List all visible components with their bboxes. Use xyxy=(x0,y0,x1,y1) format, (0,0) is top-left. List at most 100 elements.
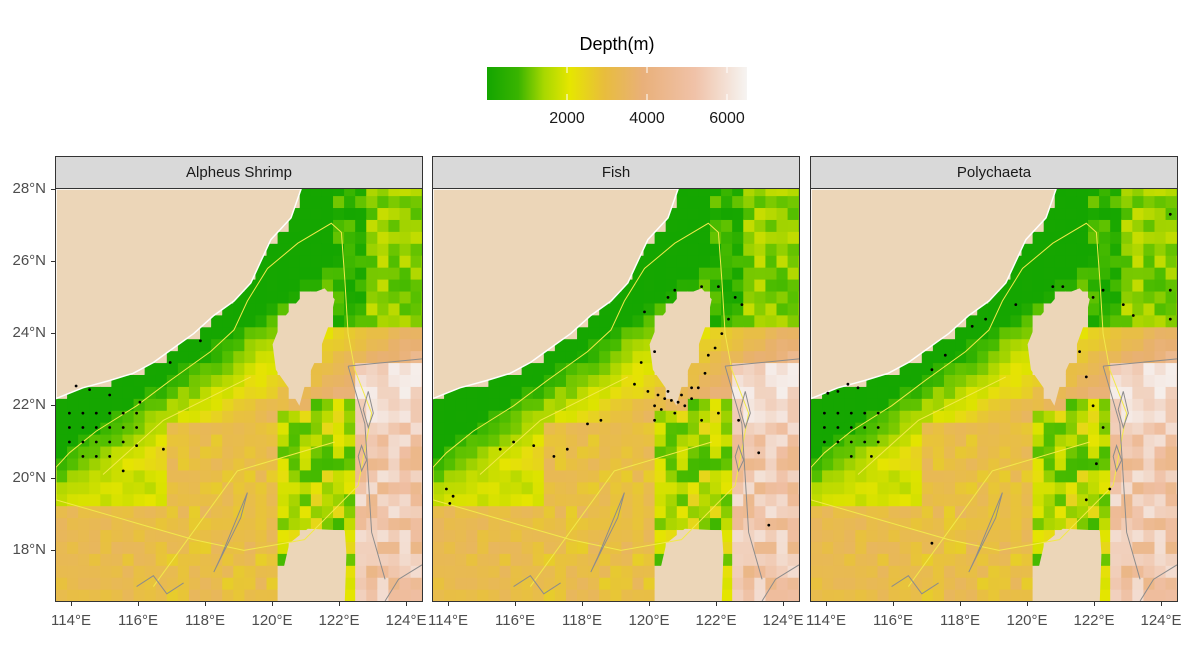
boundary-line xyxy=(479,376,712,587)
sample-point xyxy=(1051,285,1055,288)
sample-point xyxy=(121,469,125,473)
sample-point xyxy=(653,404,656,408)
colorbar-tick-6000: 6000 xyxy=(709,110,745,127)
sample-point xyxy=(451,494,455,498)
sample-point xyxy=(836,426,840,429)
sample-point xyxy=(1095,462,1098,466)
sample-point xyxy=(108,426,112,429)
sample-point xyxy=(717,285,720,288)
sample-point xyxy=(199,339,202,343)
sample-point xyxy=(68,440,71,444)
sample-point xyxy=(74,384,78,388)
sample-point xyxy=(135,444,138,447)
sample-point xyxy=(552,455,556,458)
x-tick-mark xyxy=(205,602,206,606)
sample-point xyxy=(108,411,112,415)
sample-point xyxy=(88,388,91,391)
sample-point xyxy=(970,324,974,328)
sample-point xyxy=(823,411,826,415)
sample-point xyxy=(135,426,138,429)
x-tick-label: 118°E xyxy=(185,612,225,629)
sample-point xyxy=(700,285,703,288)
sample-point xyxy=(108,393,112,397)
taiwan-land xyxy=(272,288,335,406)
x-tick-label: 122°E xyxy=(318,612,360,629)
sample-point xyxy=(713,346,717,350)
sample-point xyxy=(81,426,85,429)
y-tick-mark xyxy=(51,333,55,334)
panel-alpheus-shrimp: Alpheus Shrimp xyxy=(55,156,423,602)
x-tick-mark xyxy=(138,602,139,606)
map-plot xyxy=(432,188,800,602)
sample-point xyxy=(121,440,125,444)
x-tick-label: 122°E xyxy=(695,612,737,629)
luzon-land xyxy=(1036,528,1102,601)
x-tick-label: 120°E xyxy=(628,612,670,629)
sample-point xyxy=(659,408,663,411)
depth-contour xyxy=(1112,443,1123,473)
sample-point xyxy=(703,371,707,375)
x-tick-label: 124°E xyxy=(385,612,427,629)
depth-contour xyxy=(734,443,745,473)
y-tick-mark xyxy=(51,405,55,406)
x-tick-mark xyxy=(893,602,894,606)
sample-point xyxy=(930,541,934,545)
sample-point xyxy=(670,399,673,402)
depth-colorbar xyxy=(487,67,747,100)
sample-point xyxy=(1091,296,1095,299)
sample-point xyxy=(846,382,850,386)
x-tick-mark xyxy=(960,602,961,606)
x-tick-mark xyxy=(1094,602,1095,606)
x-tick-mark xyxy=(1161,602,1162,606)
depth-contour xyxy=(1103,358,1177,367)
x-tick-mark xyxy=(448,602,449,606)
sample-point xyxy=(690,386,693,390)
x-tick-label: 116°E xyxy=(495,612,535,629)
depth-contour xyxy=(725,358,799,367)
map-plot xyxy=(55,188,423,602)
depth-contour xyxy=(1139,564,1177,601)
bathymetry-map xyxy=(56,189,422,601)
sample-point xyxy=(673,288,677,292)
x-tick-label: 124°E xyxy=(762,612,804,629)
sample-point xyxy=(666,390,670,393)
bathymetry-map xyxy=(811,189,1177,601)
sample-point xyxy=(121,411,125,415)
luzon-land xyxy=(281,528,347,601)
sample-point xyxy=(68,411,71,415)
sample-point xyxy=(1091,404,1095,408)
x-tick-label: 124°E xyxy=(1140,612,1182,629)
x-tick-mark xyxy=(71,602,72,606)
sample-point xyxy=(1108,487,1112,491)
sample-point xyxy=(876,440,880,444)
sample-point xyxy=(836,440,840,444)
colorbar-tickmarks xyxy=(566,67,728,100)
sample-point xyxy=(1061,285,1065,288)
china-land xyxy=(433,189,679,400)
x-tick-mark xyxy=(783,602,784,606)
y-tick-label: 22°N xyxy=(12,396,46,413)
sample-point xyxy=(757,451,761,455)
panel-strip-title: Fish xyxy=(432,156,800,189)
sample-point xyxy=(720,332,724,335)
sample-point xyxy=(138,400,142,404)
sample-point xyxy=(717,411,720,415)
sample-point xyxy=(870,455,873,458)
y-tick-label: 18°N xyxy=(12,541,46,558)
x-tick-label: 120°E xyxy=(1006,612,1048,629)
sample-point xyxy=(690,397,693,400)
depth-contour xyxy=(347,365,386,580)
x-tick-mark xyxy=(649,602,650,606)
sample-point xyxy=(81,440,85,444)
boundary-line xyxy=(857,376,1090,587)
sample-point xyxy=(1101,426,1105,429)
sample-point xyxy=(767,523,771,527)
sample-point xyxy=(81,455,85,458)
sample-point xyxy=(849,455,853,458)
sample-point xyxy=(676,400,680,404)
sample-point xyxy=(1014,303,1018,306)
map-plot xyxy=(810,188,1178,602)
depth-contour xyxy=(724,365,763,580)
sample-point xyxy=(135,411,138,415)
sample-point xyxy=(876,426,880,429)
